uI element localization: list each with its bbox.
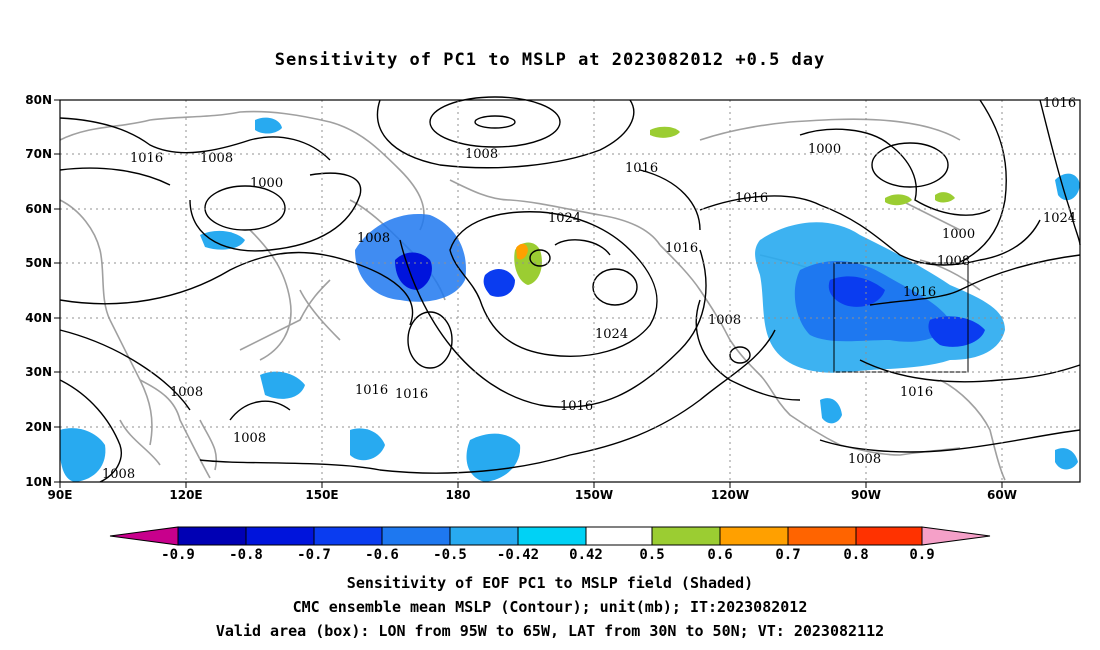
lat-label: 10N xyxy=(25,475,52,489)
contour-label: 1008 xyxy=(848,452,881,467)
contour-label: 1016 xyxy=(355,383,388,398)
colorbar-label: -0.5 xyxy=(433,547,467,563)
contour-label: 1000 xyxy=(942,227,975,242)
caption-line-2: CMC ensemble mean MSLP (Contour); unit(m… xyxy=(292,598,808,616)
lon-label: 180 xyxy=(445,488,470,502)
lon-label: 90E xyxy=(48,488,73,502)
colorbar: -0.9 -0.8 -0.7 -0.6 -0.5 -0.42 0.42 0.5 … xyxy=(109,526,991,563)
contour-label: 1016 xyxy=(903,285,936,300)
contour-label: 1024 xyxy=(1043,211,1076,226)
map-title: Sensitivity of PC1 to MSLP at 2023082012… xyxy=(274,50,826,70)
colorbar-segment xyxy=(449,526,519,546)
contour-label: 1016 xyxy=(1043,96,1076,111)
mslp-contours xyxy=(59,96,1081,483)
caption-line-3: Valid area (box): LON from 95W to 65W, L… xyxy=(215,622,885,640)
lon-labels: 90E 120E 150E 180 150W 120W 90W 60W xyxy=(48,488,1017,502)
contour-label: 1008 xyxy=(357,231,390,246)
lat-label: 30N xyxy=(25,365,52,379)
colorbar-segment xyxy=(651,526,721,546)
lon-label: 120W xyxy=(711,488,749,502)
lat-label: 20N xyxy=(25,420,52,434)
colorbar-label: 0.9 xyxy=(909,547,934,563)
colorbar-segment xyxy=(855,526,923,546)
colorbar-label: 0.42 xyxy=(569,547,603,563)
colorbar-label: 0.8 xyxy=(843,547,868,563)
caption-line-1: Sensitivity of EOF PC1 to MSLP field (Sh… xyxy=(346,574,754,592)
colorbar-segment xyxy=(719,526,789,546)
contour-label: 1000 xyxy=(250,176,283,191)
lat-label: 60N xyxy=(25,202,52,216)
colorbar-right-arrow xyxy=(921,526,991,546)
lon-label: 90W xyxy=(851,488,881,502)
lat-label: 70N xyxy=(25,147,52,161)
colorbar-segment xyxy=(177,526,247,546)
colorbar-segment xyxy=(245,526,315,546)
contour-label: 1008 xyxy=(233,431,266,446)
map-frame xyxy=(59,99,1081,483)
contour-label: 1016 xyxy=(130,151,163,166)
lon-label: 150W xyxy=(575,488,613,502)
lon-label: 120E xyxy=(169,488,202,502)
colorbar-label: -0.6 xyxy=(365,547,399,563)
lon-label: 60W xyxy=(987,488,1017,502)
contour-label: 1024 xyxy=(595,327,628,342)
contour-label: 1008 xyxy=(937,254,970,269)
contour-label: 1008 xyxy=(170,385,203,400)
contour-label: 1008 xyxy=(708,313,741,328)
contour-label: 1000 xyxy=(808,142,841,157)
contour-label: 1016 xyxy=(665,241,698,256)
colorbar-left-arrow xyxy=(109,526,179,546)
colorbar-label: 0.6 xyxy=(707,547,732,563)
colorbar-label: 0.7 xyxy=(775,547,800,563)
contour-label: 1008 xyxy=(200,151,233,166)
colorbar-segment xyxy=(787,526,857,546)
colorbar-label: -0.7 xyxy=(297,547,331,563)
contour-label: 1016 xyxy=(625,161,658,176)
colorbar-segment xyxy=(517,526,587,546)
contour-label: 1016 xyxy=(395,387,428,402)
colorbar-label: -0.42 xyxy=(497,547,539,563)
contour-label: 1016 xyxy=(735,191,768,206)
lat-label: 50N xyxy=(25,256,52,270)
lat-label: 40N xyxy=(25,311,52,325)
lat-labels: 80N 70N 60N 50N 40N 30N 20N 10N xyxy=(25,93,52,489)
contour-label: 1008 xyxy=(102,467,135,482)
lon-label: 150E xyxy=(305,488,338,502)
contour-label: 1016 xyxy=(900,385,933,400)
colorbar-label: 0.5 xyxy=(639,547,664,563)
axis-ticks xyxy=(54,99,1003,488)
grid-lines xyxy=(60,100,1080,482)
colorbar-label: -0.8 xyxy=(229,547,263,563)
colorbar-segment xyxy=(313,526,383,546)
contour-label: 1016 xyxy=(560,399,593,414)
colorbar-label: -0.9 xyxy=(161,547,195,563)
colorbar-segment xyxy=(585,526,653,546)
colorbar-segment xyxy=(381,526,451,546)
contour-label: 1024 xyxy=(548,211,581,226)
lat-label: 80N xyxy=(25,93,52,107)
